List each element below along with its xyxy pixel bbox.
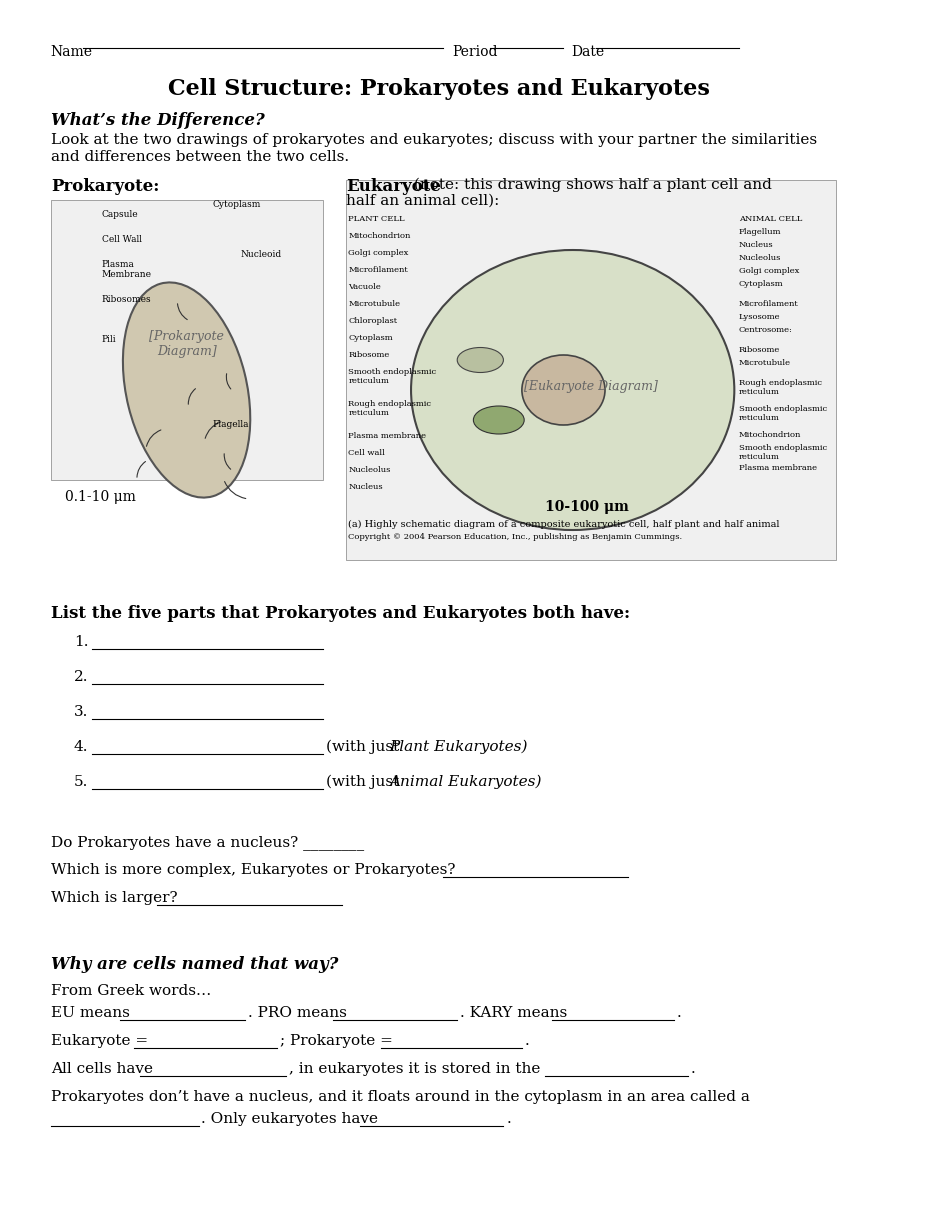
Text: List the five parts that Prokaryotes and Eukaryotes both have:: List the five parts that Prokaryotes and…: [50, 605, 630, 622]
Text: Ribosome: Ribosome: [349, 351, 389, 359]
Text: 1.: 1.: [74, 635, 88, 649]
Text: (with just: (with just: [326, 740, 404, 754]
FancyBboxPatch shape: [347, 180, 836, 560]
Text: ; Prokaryote =: ; Prokaryote =: [280, 1034, 398, 1048]
Text: Mitochondrion: Mitochondrion: [349, 232, 410, 240]
Text: Plasma membrane: Plasma membrane: [349, 432, 427, 440]
Text: 2.: 2.: [74, 670, 88, 684]
Text: .: .: [506, 1112, 511, 1125]
Text: Period: Period: [452, 46, 498, 59]
Text: 10-100 μm: 10-100 μm: [545, 501, 629, 514]
Text: Ribosome: Ribosome: [739, 346, 780, 354]
Ellipse shape: [411, 250, 734, 530]
Text: Cell Structure: Prokaryotes and Eukaryotes: Cell Structure: Prokaryotes and Eukaryot…: [168, 77, 710, 100]
Text: 5.: 5.: [74, 775, 88, 788]
Text: Chloroplast: Chloroplast: [349, 317, 397, 325]
Text: What’s the Difference?: What’s the Difference?: [50, 112, 264, 129]
Text: Prokaryote:: Prokaryote:: [50, 178, 160, 196]
Text: Plant Eukaryotes): Plant Eukaryotes): [389, 740, 527, 754]
Text: Smooth endoplasmic
reticulum: Smooth endoplasmic reticulum: [349, 368, 436, 385]
Text: PLANT CELL: PLANT CELL: [349, 215, 405, 223]
Text: Prokaryotes don’t have a nucleus, and it floats around in the cytoplasm in an ar: Prokaryotes don’t have a nucleus, and it…: [50, 1090, 750, 1105]
Text: Cytoplasm: Cytoplasm: [213, 200, 261, 209]
Text: Centrosome:: Centrosome:: [739, 326, 793, 335]
Ellipse shape: [473, 406, 524, 434]
Ellipse shape: [123, 283, 250, 498]
Text: . PRO means: . PRO means: [248, 1006, 352, 1020]
Text: Mitochondrion: Mitochondrion: [739, 430, 801, 439]
Text: (note: this drawing shows half a plant cell and: (note: this drawing shows half a plant c…: [408, 178, 771, 192]
Text: Date: Date: [571, 46, 604, 59]
Text: Do Prokaryotes have a nucleus? ________: Do Prokaryotes have a nucleus? ________: [50, 835, 364, 850]
Text: Flagellum: Flagellum: [739, 228, 782, 236]
Ellipse shape: [457, 348, 504, 373]
Text: Golgi complex: Golgi complex: [349, 248, 408, 257]
Text: All cells have: All cells have: [50, 1061, 158, 1076]
Text: 0.1-10 μm: 0.1-10 μm: [65, 490, 136, 504]
Text: Microfilament: Microfilament: [739, 300, 799, 308]
Text: 3.: 3.: [74, 705, 88, 720]
Text: . Only eukaryotes have: . Only eukaryotes have: [201, 1112, 383, 1125]
Text: ANIMAL CELL: ANIMAL CELL: [739, 215, 803, 223]
Text: Rough endoplasmic
reticulum: Rough endoplasmic reticulum: [349, 400, 431, 417]
Text: Animal Eukaryotes): Animal Eukaryotes): [389, 775, 542, 790]
Text: EU means: EU means: [50, 1006, 135, 1020]
Text: (a) Highly schematic diagram of a composite eukaryotic cell, half plant and half: (a) Highly schematic diagram of a compos…: [349, 520, 780, 529]
Text: 4.: 4.: [74, 740, 88, 754]
Text: Nucleolus: Nucleolus: [739, 255, 781, 262]
Text: Cell Wall: Cell Wall: [102, 235, 142, 244]
Text: Flagella: Flagella: [213, 419, 249, 429]
Text: Microtubule: Microtubule: [739, 359, 791, 367]
Text: Cytoplasm: Cytoplasm: [739, 280, 784, 288]
Ellipse shape: [522, 355, 605, 426]
Text: Copyright © 2004 Pearson Education, Inc., publishing as Benjamin Cummings.: Copyright © 2004 Pearson Education, Inc.…: [349, 533, 682, 541]
Text: Vacuole: Vacuole: [349, 283, 381, 292]
Text: Look at the two drawings of prokaryotes and eukaryotes; discuss with your partne: Look at the two drawings of prokaryotes …: [50, 133, 817, 148]
Text: Which is larger?: Which is larger?: [50, 891, 182, 905]
Text: [Prokaryote
Diagram]: [Prokaryote Diagram]: [149, 330, 224, 358]
Text: From Greek words…: From Greek words…: [50, 984, 211, 998]
Text: Nucleoid: Nucleoid: [240, 250, 281, 260]
Text: Why are cells named that way?: Why are cells named that way?: [50, 956, 338, 973]
Text: .: .: [677, 1006, 682, 1020]
Text: Golgi complex: Golgi complex: [739, 267, 799, 276]
Text: Name: Name: [50, 46, 93, 59]
Text: . KARY means: . KARY means: [460, 1006, 572, 1020]
Text: Smooth endoplasmic
reticulum: Smooth endoplasmic reticulum: [739, 444, 827, 461]
Text: Nucleus: Nucleus: [739, 241, 773, 248]
Text: Nucleus: Nucleus: [349, 483, 383, 491]
Text: (with just: (with just: [326, 775, 404, 790]
Text: Lysosome: Lysosome: [739, 312, 781, 321]
FancyBboxPatch shape: [50, 200, 323, 480]
Text: and differences between the two cells.: and differences between the two cells.: [50, 150, 349, 164]
Text: Pili: Pili: [102, 335, 116, 344]
Text: Nucleolus: Nucleolus: [349, 466, 390, 474]
Text: Cytoplasm: Cytoplasm: [349, 335, 393, 342]
Text: Microfilament: Microfilament: [349, 266, 408, 274]
Text: .: .: [524, 1034, 529, 1048]
Text: Ribosomes: Ribosomes: [102, 295, 151, 304]
Text: , in eukaryotes it is stored in the: , in eukaryotes it is stored in the: [289, 1061, 545, 1076]
Text: Microtubule: Microtubule: [349, 300, 400, 308]
Text: half an animal cell):: half an animal cell):: [347, 194, 500, 208]
Text: [Eukaryote Diagram]: [Eukaryote Diagram]: [524, 380, 658, 394]
Text: Which is more complex, Eukaryotes or Prokaryotes?: Which is more complex, Eukaryotes or Pro…: [50, 863, 460, 877]
Text: Rough endoplasmic
reticulum: Rough endoplasmic reticulum: [739, 379, 822, 396]
Text: Cell wall: Cell wall: [349, 449, 385, 458]
Text: Eukaryote =: Eukaryote =: [50, 1034, 153, 1048]
Text: Eukaryote: Eukaryote: [347, 178, 441, 196]
Text: Plasma
Membrane: Plasma Membrane: [102, 260, 152, 279]
Text: Plasma membrane: Plasma membrane: [739, 464, 817, 472]
Text: Smooth endoplasmic
reticulum: Smooth endoplasmic reticulum: [739, 405, 827, 422]
Text: Capsule: Capsule: [102, 210, 139, 219]
Text: .: .: [691, 1061, 695, 1076]
